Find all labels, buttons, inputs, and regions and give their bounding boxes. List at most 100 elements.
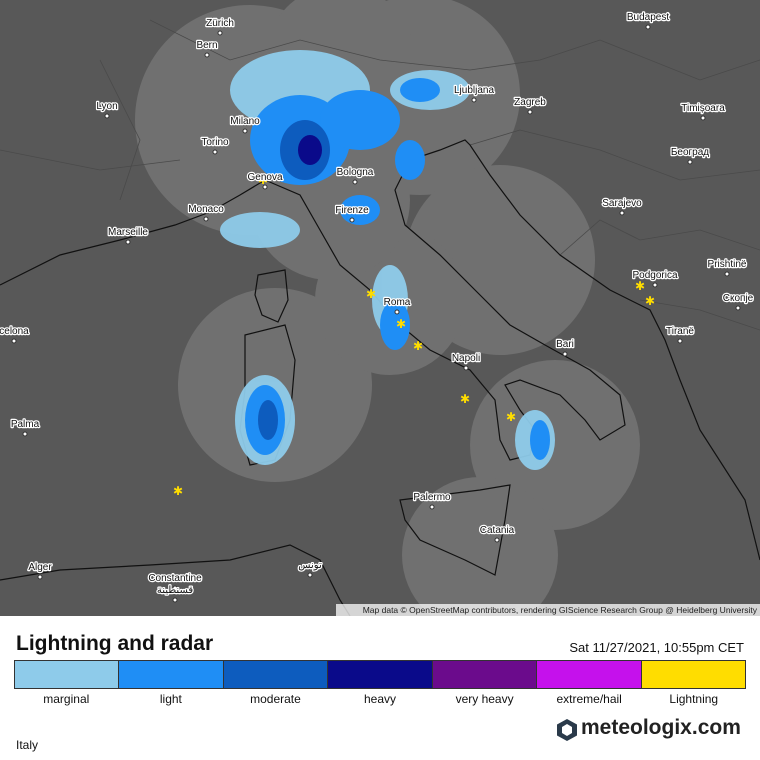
city-dot bbox=[735, 305, 741, 311]
city-label: Tiranë bbox=[666, 326, 694, 337]
city-dot bbox=[22, 431, 28, 437]
svg-text:✱: ✱ bbox=[413, 339, 423, 353]
svg-text:✱: ✱ bbox=[173, 484, 183, 498]
city-label: Lyon bbox=[96, 101, 117, 112]
svg-text:✱: ✱ bbox=[506, 410, 516, 424]
city-label: celona bbox=[0, 326, 29, 337]
borders bbox=[0, 19, 760, 331]
svg-text:✱: ✱ bbox=[635, 279, 645, 293]
city-dot bbox=[494, 537, 500, 543]
city-label: Torino bbox=[201, 137, 229, 148]
city-dot bbox=[562, 351, 568, 357]
legend-swatch bbox=[641, 661, 745, 688]
city-dot bbox=[352, 179, 358, 185]
city-label: قسنطينة bbox=[157, 585, 194, 596]
city-dot bbox=[463, 365, 469, 371]
attribution: Map data © OpenStreetMap contributors, r… bbox=[363, 605, 758, 615]
legend-swatch bbox=[432, 661, 538, 688]
city-label: Zürich bbox=[206, 18, 234, 29]
svg-text:✱: ✱ bbox=[645, 294, 655, 308]
city-label: Alger bbox=[28, 562, 52, 573]
city-label: Timișoara bbox=[681, 103, 725, 114]
city-dot bbox=[125, 239, 131, 245]
legend-label: light bbox=[159, 692, 182, 706]
city-dot bbox=[172, 585, 178, 591]
timestamp: Sat 11/27/2021, 10:55pm CET bbox=[569, 640, 744, 655]
city-label: Roma bbox=[384, 297, 411, 308]
lightning-strikes: ✱✱✱ ✱✱✱ ✱✱✱ bbox=[173, 173, 655, 498]
legend-label: marginal bbox=[43, 692, 90, 706]
city-dot bbox=[172, 597, 178, 603]
city-label: Podgorica bbox=[632, 270, 677, 281]
city-label: Napoli bbox=[452, 353, 480, 364]
city-dot bbox=[104, 113, 110, 119]
city-dot bbox=[394, 309, 400, 315]
legend-scale bbox=[14, 660, 746, 689]
svg-text:✱: ✱ bbox=[396, 317, 406, 331]
city-dot bbox=[652, 282, 658, 288]
city-dot bbox=[687, 159, 693, 165]
city-label: Bari bbox=[556, 339, 574, 350]
city-label: Bologna bbox=[337, 167, 374, 178]
legend-label: heavy bbox=[364, 692, 397, 706]
legend-label: moderate bbox=[250, 692, 301, 706]
svg-text:✱: ✱ bbox=[366, 287, 376, 301]
city-label: Constantine bbox=[148, 573, 202, 584]
city-dot bbox=[471, 97, 477, 103]
legend-labels: marginal light moderate heavy very heavy extr… bbox=[14, 692, 746, 706]
radar-echoes bbox=[220, 50, 555, 470]
region: Italy bbox=[16, 738, 39, 752]
city-label: Скопје bbox=[723, 293, 754, 304]
city-label: Marseille bbox=[108, 227, 148, 238]
city-dot bbox=[212, 149, 218, 155]
city-label: Zagreb bbox=[514, 97, 546, 108]
legend-label: very heavy bbox=[455, 692, 514, 706]
city-dot bbox=[204, 52, 210, 58]
city-dot bbox=[217, 30, 223, 36]
city-dot bbox=[349, 217, 355, 223]
city-label: Sarajevo bbox=[602, 198, 642, 209]
city-dot bbox=[677, 338, 683, 344]
legend-swatch bbox=[15, 661, 120, 688]
city-dot bbox=[645, 24, 651, 30]
city-dot bbox=[307, 572, 313, 578]
city-labels: Zürich Budapest Bern Lyon Milano Ljubljana Zag… bbox=[0, 11, 755, 603]
legend-label: Lightning bbox=[669, 692, 719, 706]
legend-title: Lightning and radar bbox=[16, 632, 214, 655]
city-label: Palermo bbox=[413, 492, 451, 503]
city-label: Ljubljana bbox=[454, 85, 494, 96]
city-label: Palma bbox=[11, 419, 40, 430]
city-label: Београд bbox=[671, 147, 709, 158]
city-dot bbox=[619, 210, 625, 216]
city-label: Milano bbox=[230, 116, 260, 127]
city-label: تونس bbox=[298, 560, 322, 571]
svg-text:✱: ✱ bbox=[460, 392, 470, 406]
city-label: Bern bbox=[196, 40, 217, 51]
map: ✱✱✱ ✱✱✱ ✱✱✱ ZürichBudapestBernLyonMilano… bbox=[0, 0, 760, 616]
city-label: Prishtinë bbox=[708, 259, 747, 270]
legend-swatch bbox=[328, 661, 433, 688]
city-label: Budapest bbox=[627, 12, 669, 23]
city-label: Genova bbox=[247, 172, 282, 183]
brand: meteologix.com bbox=[581, 716, 741, 739]
city-dot bbox=[203, 216, 209, 222]
city-dot bbox=[724, 271, 730, 277]
legend-swatch bbox=[537, 661, 642, 688]
legend-panel: Lightning and radar Sat 11/27/2021, 10:5… bbox=[0, 616, 760, 760]
legend-swatch bbox=[119, 661, 224, 688]
svg-text:✱: ✱ bbox=[258, 173, 268, 187]
city-label: Monaco bbox=[188, 204, 224, 215]
city-dot bbox=[700, 115, 706, 121]
brand-icon bbox=[557, 719, 577, 741]
city-dot bbox=[11, 338, 17, 344]
city-dot bbox=[262, 184, 268, 190]
legend-label: extreme/hail bbox=[556, 692, 622, 706]
city-dot bbox=[37, 574, 43, 580]
city-dot bbox=[242, 128, 248, 134]
legend-swatch bbox=[223, 661, 329, 688]
city-label: Firenze bbox=[335, 205, 369, 216]
city-label: Catania bbox=[480, 525, 515, 536]
city-dot bbox=[527, 109, 533, 115]
attribution-bg bbox=[336, 604, 760, 616]
